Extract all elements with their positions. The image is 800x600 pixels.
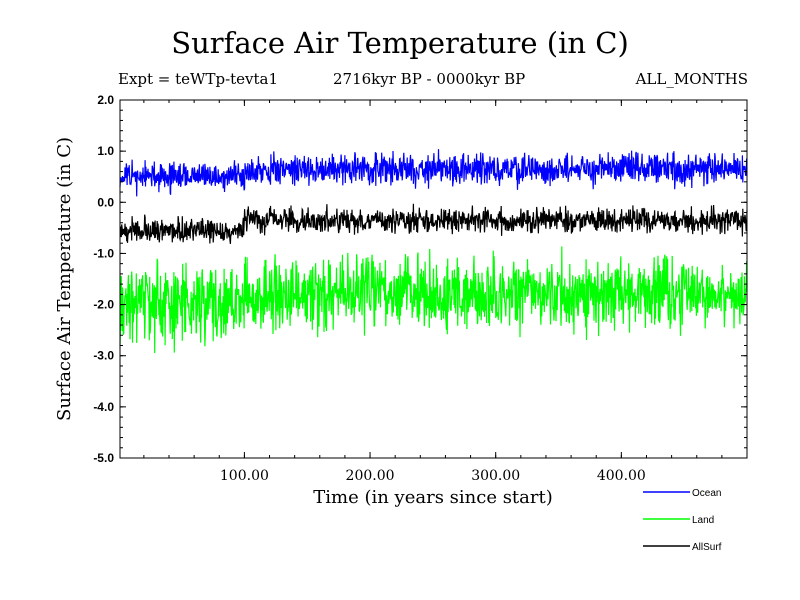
axes-layer: 2.0 1.0 0.0 -1.0 -2.0 -3.0 -4.0 -5.0 100.00 200.0… xyxy=(93,93,747,484)
y-tick-label: 1.0 xyxy=(97,144,114,158)
x-axis-label: Time (in years since start) xyxy=(313,487,553,508)
y-axis-label: Surface Air Temperature (in C) xyxy=(54,137,75,421)
months-label: ALL_MONTHS xyxy=(635,70,748,88)
legend-label-ocean: Ocean xyxy=(692,488,721,499)
y-tick-label: 0.0 xyxy=(97,195,114,209)
x-tick-label: 200.00 xyxy=(346,468,395,484)
y-tick-label: -4.0 xyxy=(93,400,114,414)
y-tick-label: -1.0 xyxy=(93,246,114,260)
y-tick-label: 2.0 xyxy=(97,93,114,107)
x-tick-label: 400.00 xyxy=(597,468,646,484)
time-range-label: 2716kyr BP - 0000kyr BP xyxy=(333,70,526,88)
legend-label-land: Land xyxy=(692,515,714,526)
y-tick-label: -5.0 xyxy=(93,451,114,465)
legend: Ocean Land AllSurf xyxy=(643,488,722,553)
series-line-allsurf xyxy=(119,203,748,244)
y-tick-label: -2.0 xyxy=(93,298,114,312)
series-line-land xyxy=(119,246,748,354)
x-tick-label: 300.00 xyxy=(471,468,520,484)
y-tick-label: -3.0 xyxy=(93,349,114,363)
x-tick-label: 100.00 xyxy=(220,468,269,484)
series-layer xyxy=(119,149,748,354)
series-line-ocean xyxy=(119,149,748,197)
chart-title: Surface Air Temperature (in C) xyxy=(171,26,629,60)
experiment-label: Expt = teWTp-tevta1 xyxy=(118,70,279,88)
plot-frame xyxy=(119,99,748,459)
legend-label-allsurf: AllSurf xyxy=(692,542,722,553)
